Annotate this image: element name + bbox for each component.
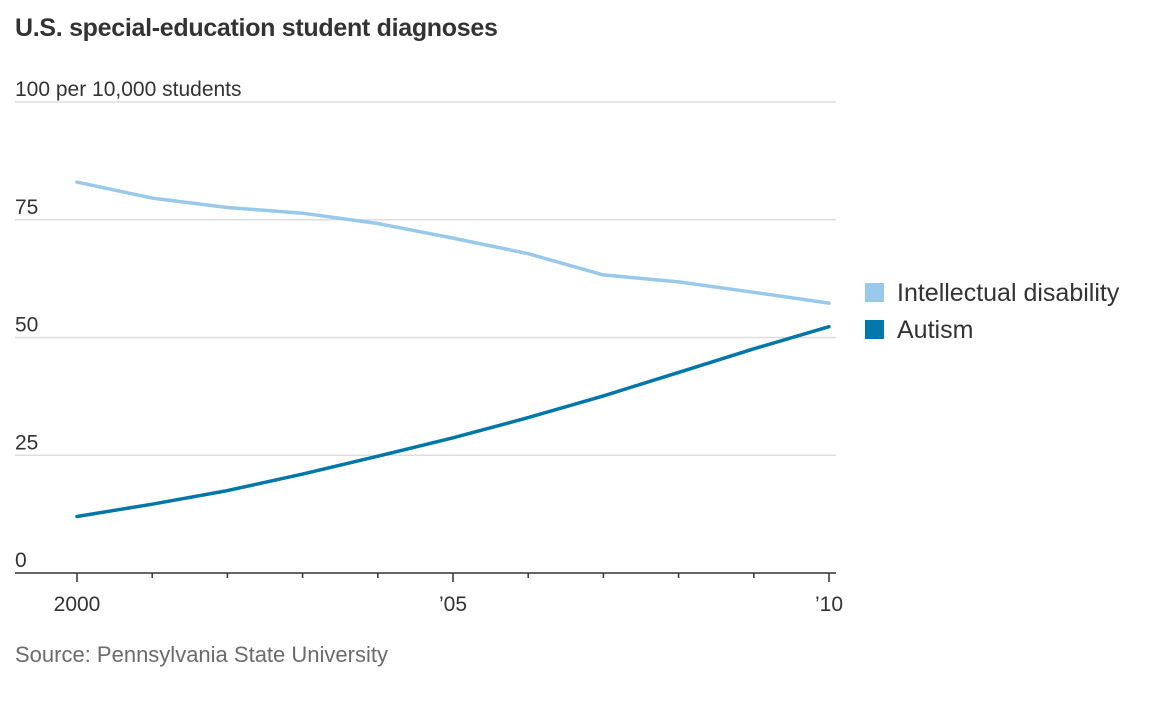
- y-tick-label: 0: [15, 549, 27, 572]
- y-tick-label: 75: [15, 196, 38, 219]
- y-tick-label: 25: [15, 431, 38, 454]
- x-tick-label: 2000: [54, 593, 101, 616]
- x-tick-label: ’10: [815, 593, 843, 616]
- legend-swatch: [865, 283, 884, 302]
- legend-swatch: [865, 320, 884, 339]
- y-tick-label: 100 per 10,000 students: [15, 78, 242, 101]
- series-line-autism: [75, 324, 831, 519]
- source-note: Source: Pennsylvania State University: [15, 642, 388, 667]
- y-tick-label: 50: [15, 314, 38, 337]
- legend-label: Autism: [897, 316, 973, 344]
- x-tick-label: ’05: [439, 593, 467, 616]
- x-axis-tick-labels: 2000 ’05 ’10: [54, 593, 843, 616]
- legend-label: Intellectual disability: [897, 279, 1120, 307]
- gridlines: [15, 101, 836, 456]
- series-line-intellectual-disability: [75, 180, 831, 305]
- x-axis: [15, 572, 836, 582]
- chart-title: U.S. special-education student diagnoses: [15, 14, 498, 42]
- legend: Intellectual disability Autism: [865, 279, 1120, 344]
- y-axis-tick-labels: 0 25 50 75 100 per 10,000 students: [15, 78, 242, 572]
- series-lines: [75, 180, 831, 519]
